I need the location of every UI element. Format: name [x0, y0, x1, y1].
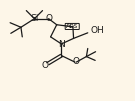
Text: N: N — [58, 40, 65, 49]
FancyBboxPatch shape — [65, 23, 79, 29]
Text: O: O — [72, 57, 79, 66]
Text: Si: Si — [30, 14, 39, 23]
Text: O: O — [46, 14, 53, 23]
Text: OH: OH — [90, 26, 104, 35]
Text: Abs: Abs — [66, 23, 78, 29]
Text: O: O — [42, 61, 49, 70]
